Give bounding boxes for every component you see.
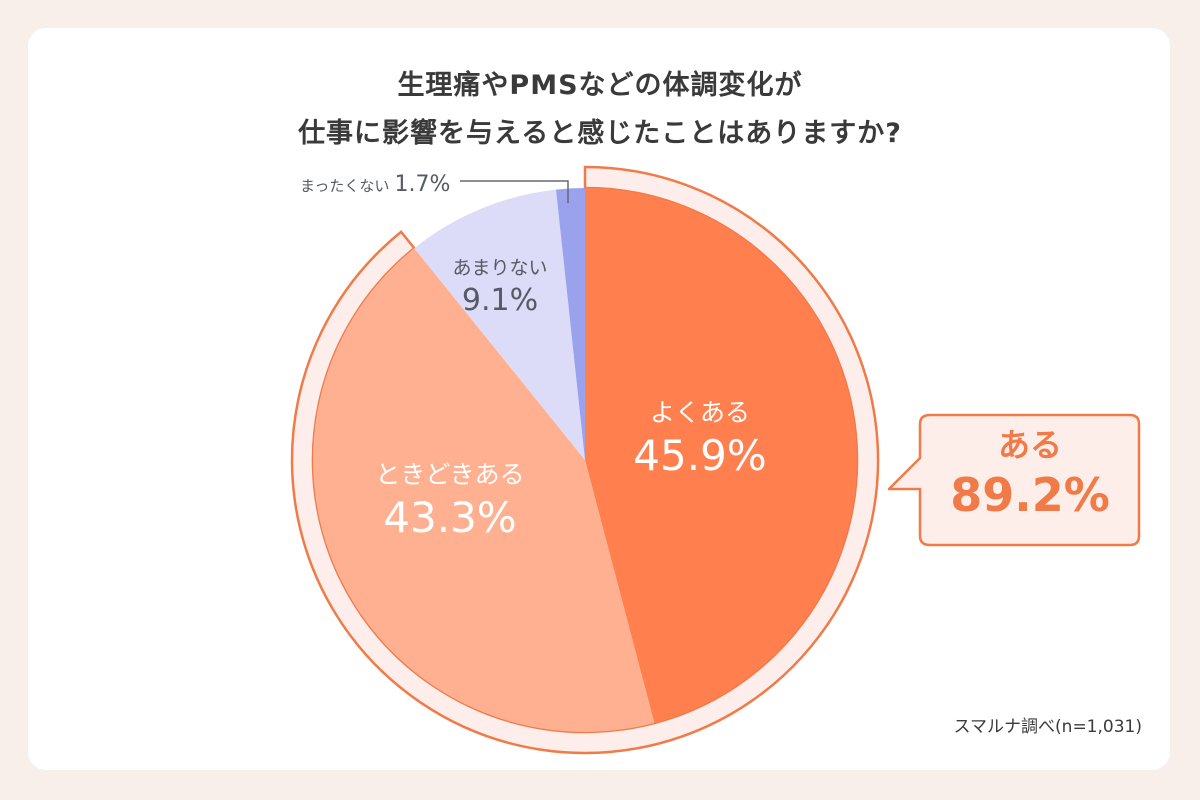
label-rarely: あまりない 9.1% [430, 255, 570, 321]
callout-bubble [887, 413, 1141, 547]
chart-title: 生理痛やPMSなどの体調変化が 仕事に影響を与えると感じたことはありますか? [0, 62, 1200, 158]
title-line-1: 生理痛やPMSなどの体調変化が [397, 70, 803, 101]
label-rarely-value: 9.1% [461, 283, 539, 318]
leader-line [460, 180, 569, 203]
label-often-value: 45.9% [633, 431, 767, 480]
label-sometimes-value: 43.3% [383, 493, 517, 542]
callout-value: 89.2% [950, 468, 1110, 522]
title-line-2: 仕事に影響を与えると感じたことはありますか? [298, 118, 902, 149]
slice-rarely [414, 189, 585, 460]
slice-never [556, 188, 585, 460]
label-rarely-name: あまりない [452, 257, 548, 279]
label-never-name: まったくない [300, 177, 390, 195]
label-never: まったくない 1.7% [300, 172, 450, 197]
callout-name: ある [997, 426, 1062, 464]
label-sometimes-name: ときどきある [375, 460, 525, 489]
source-note: スマルナ調べ(n=1,031) [953, 717, 1142, 737]
label-sometimes: ときどきある 43.3% [350, 460, 550, 546]
callout-label: ある 89.2% [920, 425, 1140, 525]
slice-often [585, 188, 857, 723]
label-often: よくある 45.9% [620, 398, 780, 484]
label-never-value: 1.7% [394, 172, 451, 197]
label-often-name: よくある [649, 398, 750, 427]
slice-sometimes [312, 248, 655, 732]
